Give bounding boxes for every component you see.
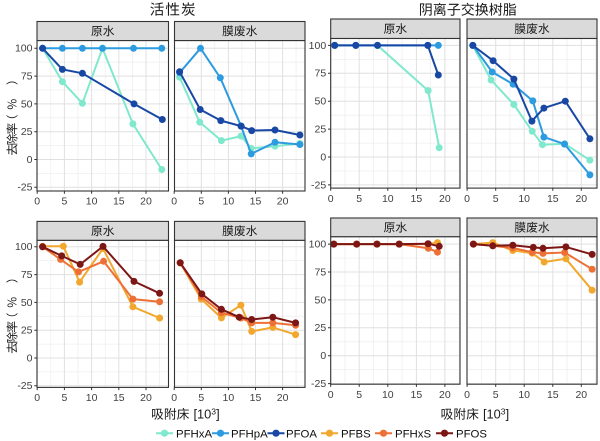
svg-text:15: 15 bbox=[411, 389, 423, 401]
svg-text:0: 0 bbox=[320, 350, 326, 362]
svg-text:100: 100 bbox=[15, 241, 33, 253]
svg-text:10: 10 bbox=[223, 196, 235, 208]
svg-text:10: 10 bbox=[382, 389, 394, 401]
svg-text:75: 75 bbox=[315, 68, 327, 80]
svg-text:PFOS: PFOS bbox=[456, 428, 487, 440]
svg-text:0: 0 bbox=[464, 389, 470, 401]
svg-text:0: 0 bbox=[27, 352, 33, 364]
svg-text:20: 20 bbox=[277, 392, 289, 404]
svg-text:20: 20 bbox=[140, 392, 152, 404]
svg-text:[103]: [103] bbox=[483, 406, 509, 421]
svg-text:75: 75 bbox=[21, 269, 33, 281]
svg-text:PFHxS: PFHxS bbox=[395, 428, 431, 440]
svg-text:15: 15 bbox=[250, 392, 262, 404]
svg-text:50: 50 bbox=[315, 294, 327, 306]
svg-text:5: 5 bbox=[61, 196, 67, 208]
svg-text:20: 20 bbox=[277, 196, 289, 208]
svg-text:PFHpA: PFHpA bbox=[231, 428, 268, 440]
svg-text:0: 0 bbox=[27, 154, 33, 166]
svg-text:0: 0 bbox=[328, 193, 334, 205]
svg-text:0: 0 bbox=[34, 196, 40, 208]
svg-text:15: 15 bbox=[250, 196, 262, 208]
svg-text:20: 20 bbox=[575, 193, 587, 205]
svg-text:50: 50 bbox=[21, 98, 33, 110]
svg-text:0: 0 bbox=[320, 151, 326, 163]
svg-text:-25: -25 bbox=[17, 380, 32, 392]
svg-text:50: 50 bbox=[315, 96, 327, 108]
svg-text:25: 25 bbox=[315, 124, 327, 136]
svg-text:5: 5 bbox=[493, 193, 499, 205]
svg-text:-25: -25 bbox=[311, 179, 326, 191]
svg-text:100: 100 bbox=[15, 43, 33, 55]
svg-text:5: 5 bbox=[356, 389, 362, 401]
svg-text:15: 15 bbox=[547, 389, 559, 401]
svg-text:10: 10 bbox=[518, 389, 530, 401]
svg-text:0: 0 bbox=[34, 392, 40, 404]
svg-text:20: 20 bbox=[575, 389, 587, 401]
svg-text:5: 5 bbox=[356, 193, 362, 205]
svg-text:10: 10 bbox=[86, 392, 98, 404]
svg-text:5: 5 bbox=[61, 392, 67, 404]
svg-text:100: 100 bbox=[309, 40, 327, 52]
svg-text:25: 25 bbox=[21, 325, 33, 337]
svg-text:5: 5 bbox=[493, 389, 499, 401]
svg-text:0: 0 bbox=[171, 392, 177, 404]
svg-text:20: 20 bbox=[439, 193, 451, 205]
svg-text:15: 15 bbox=[113, 392, 125, 404]
svg-text:10: 10 bbox=[223, 392, 235, 404]
svg-text:0: 0 bbox=[464, 193, 470, 205]
svg-text:50: 50 bbox=[21, 297, 33, 309]
svg-text:15: 15 bbox=[547, 193, 559, 205]
svg-text:15: 15 bbox=[113, 196, 125, 208]
svg-text:-25: -25 bbox=[311, 378, 326, 390]
svg-text:5: 5 bbox=[198, 392, 204, 404]
svg-text:15: 15 bbox=[411, 193, 423, 205]
svg-text:75: 75 bbox=[315, 266, 327, 278]
svg-text:[103]: [103] bbox=[194, 406, 220, 421]
svg-text:75: 75 bbox=[21, 71, 33, 83]
svg-text:PFHxA: PFHxA bbox=[176, 428, 212, 440]
svg-text:20: 20 bbox=[439, 389, 451, 401]
svg-text:5: 5 bbox=[198, 196, 204, 208]
svg-text:PFBS: PFBS bbox=[341, 428, 371, 440]
svg-text:0: 0 bbox=[171, 196, 177, 208]
svg-text:10: 10 bbox=[382, 193, 394, 205]
svg-text:0: 0 bbox=[328, 389, 334, 401]
svg-text:25: 25 bbox=[315, 322, 327, 334]
svg-text:20: 20 bbox=[140, 196, 152, 208]
svg-text:10: 10 bbox=[86, 196, 98, 208]
svg-text:100: 100 bbox=[309, 239, 327, 251]
svg-text:PFOA: PFOA bbox=[286, 428, 317, 440]
svg-text:-25: -25 bbox=[17, 182, 32, 194]
svg-text:10: 10 bbox=[518, 193, 530, 205]
svg-text:25: 25 bbox=[21, 126, 33, 138]
